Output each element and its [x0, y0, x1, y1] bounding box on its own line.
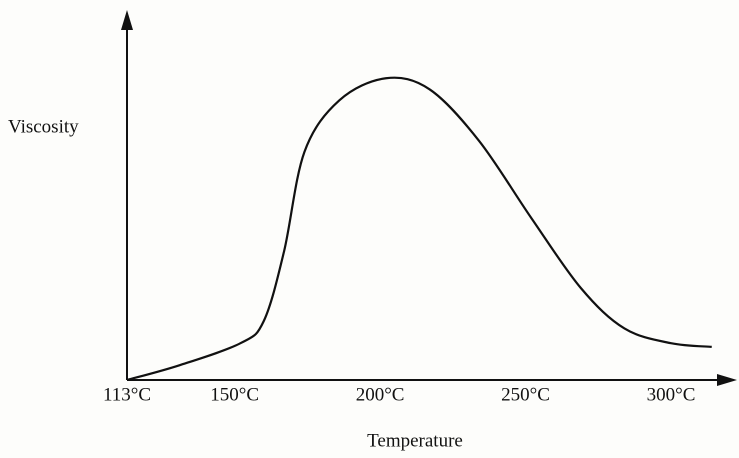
- y-axis-arrow: [121, 10, 133, 30]
- y-axis-label: Viscosity: [8, 116, 79, 137]
- x-axis-label: Temperature: [367, 430, 463, 451]
- x-axis-arrow: [717, 374, 737, 386]
- line: [126, 76, 712, 382]
- x-tick-label: 150°C: [210, 384, 259, 405]
- x-tick-label: 113°C: [103, 384, 151, 405]
- x-tick-label: 300°C: [647, 384, 696, 405]
- x-tick-label: 250°C: [501, 384, 550, 405]
- x-tick-label: 200°C: [356, 384, 405, 405]
